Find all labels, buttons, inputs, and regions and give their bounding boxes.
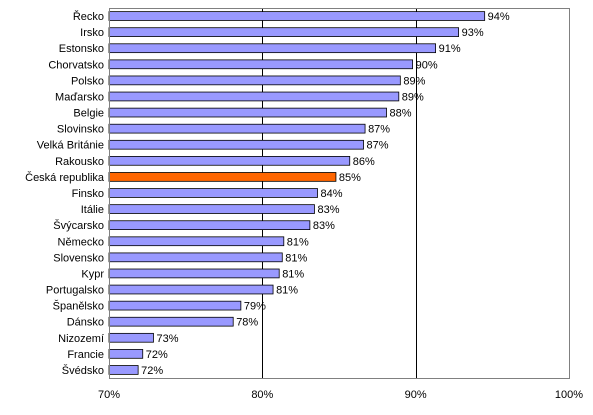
data-label: 91% <box>439 43 461 55</box>
bar <box>108 11 486 21</box>
x-tick-label: 100% <box>555 389 583 401</box>
category-label: Chorvatsko <box>48 59 104 71</box>
category-label: Švýcarsko <box>53 219 104 232</box>
labels: 70% 80% 90% 100% Řecko 94% Irsko 93% Estonsko 91%… <box>25 10 583 401</box>
bar <box>108 27 460 37</box>
bar <box>108 316 234 327</box>
category-label: Německo <box>58 236 104 248</box>
bar <box>108 139 364 150</box>
bar <box>108 75 401 86</box>
bar <box>108 107 387 118</box>
bar <box>108 188 318 198</box>
category-label: Velká Británie <box>37 140 104 152</box>
data-label: 81% <box>276 285 298 297</box>
category-label: Itálie <box>81 204 104 216</box>
category-label: Kypr <box>81 268 104 280</box>
x-tick-label: 90% <box>405 389 427 401</box>
bar <box>108 172 337 182</box>
bar <box>108 59 414 70</box>
x-tick-label: 70% <box>98 389 120 401</box>
bar <box>108 300 242 311</box>
category-label: Slovensko <box>53 252 104 264</box>
data-label: 83% <box>317 204 339 216</box>
bar <box>108 365 139 375</box>
data-label: 81% <box>287 236 309 248</box>
data-label: 86% <box>353 156 375 168</box>
data-label: 73% <box>156 333 178 345</box>
category-label: Polsko <box>71 75 104 87</box>
data-label: 94% <box>488 11 510 23</box>
category-label: Nizozemí <box>58 333 104 345</box>
data-label: 81% <box>285 252 307 264</box>
data-label: 78% <box>236 317 258 329</box>
category-label: Irsko <box>80 27 104 39</box>
data-label: 79% <box>244 301 266 313</box>
bar <box>108 236 285 247</box>
bar <box>108 220 311 230</box>
bar <box>108 204 315 214</box>
data-label: 87% <box>367 140 389 152</box>
data-label: 90% <box>416 59 438 71</box>
category-label: Švédsko <box>62 364 104 377</box>
category-label: Portugalsko <box>46 285 104 297</box>
data-label: 87% <box>368 124 390 136</box>
data-label: 72% <box>141 365 163 377</box>
category-label: Estonsko <box>59 43 104 55</box>
bar <box>108 268 280 279</box>
data-label: 89% <box>403 75 425 87</box>
data-label: 93% <box>462 27 484 39</box>
category-label: Dánsko <box>67 317 104 329</box>
bar <box>108 91 400 102</box>
category-label: Řecko <box>73 10 104 23</box>
bar <box>108 123 366 134</box>
category-label: Belgie <box>73 108 104 120</box>
category-label: Slovinsko <box>57 124 104 136</box>
bar <box>108 332 154 343</box>
bar <box>108 156 351 166</box>
category-label: Rakousko <box>55 156 104 168</box>
data-label: 84% <box>321 188 343 200</box>
x-tick-label: 80% <box>251 389 273 401</box>
bar <box>108 252 283 263</box>
category-label: Maďarsko <box>55 91 104 103</box>
data-label: 89% <box>402 91 424 103</box>
data-label: 85% <box>339 172 361 184</box>
category-label: Francie <box>67 349 104 361</box>
bar <box>108 43 437 54</box>
category-label: Španělsko <box>53 300 104 313</box>
category-label: Finsko <box>72 188 104 200</box>
bar <box>108 284 274 295</box>
data-label: 72% <box>146 349 168 361</box>
plot-area-frame <box>109 8 570 379</box>
data-label: 88% <box>390 108 412 120</box>
data-label: 83% <box>313 220 335 232</box>
bar <box>108 349 144 359</box>
data-label: 81% <box>282 268 304 280</box>
category-label: Česká republika <box>25 171 105 184</box>
